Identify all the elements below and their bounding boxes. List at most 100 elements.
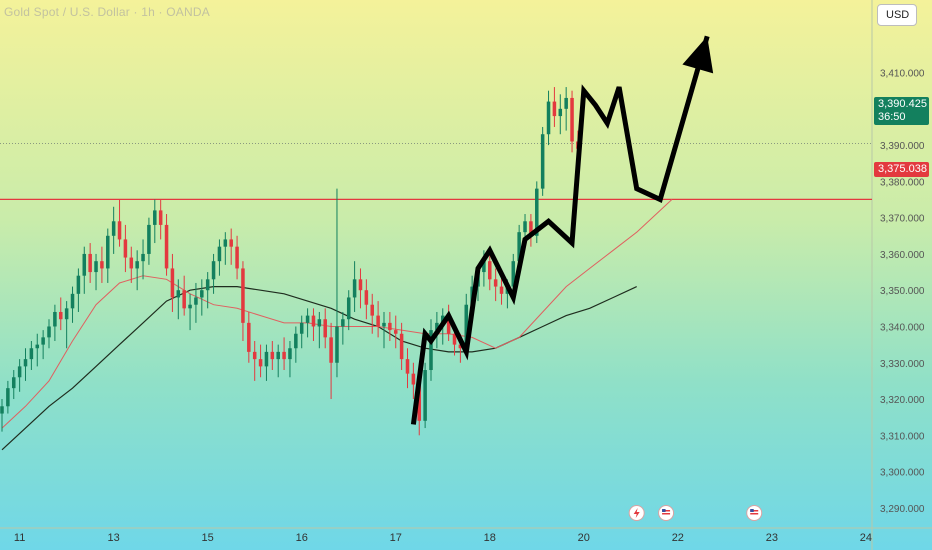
candle-body xyxy=(252,351,257,360)
candle-body xyxy=(247,322,251,352)
y-tick-label: 3,390.000 xyxy=(880,141,925,152)
flash-glyph xyxy=(633,508,640,518)
candle-body xyxy=(435,322,439,331)
candle-body xyxy=(417,384,422,421)
candle-body xyxy=(117,221,122,240)
candle-body xyxy=(88,253,92,273)
projection-path xyxy=(410,35,710,425)
candle-body xyxy=(552,101,557,117)
candle-body xyxy=(352,279,357,298)
candle-body xyxy=(100,261,104,269)
candle-body xyxy=(540,134,545,189)
flag-stripe xyxy=(750,510,759,512)
candle-body xyxy=(288,348,292,360)
candle-body xyxy=(299,322,304,334)
candle-body xyxy=(147,224,151,254)
x-tick-label: 22 xyxy=(672,532,684,544)
candle-body xyxy=(29,348,34,360)
candle-body xyxy=(141,253,145,262)
x-tick-label: 15 xyxy=(202,532,214,544)
candle-body xyxy=(41,337,45,345)
candle-body xyxy=(76,275,81,294)
candle-body xyxy=(53,311,57,327)
candle-body xyxy=(493,279,498,287)
flag-canton xyxy=(662,509,666,512)
y-tick-label: 3,370.000 xyxy=(880,214,925,225)
projection-arrow-head xyxy=(682,36,714,74)
candle-body xyxy=(564,97,568,109)
currency-button[interactable]: USD xyxy=(877,4,917,26)
candle-body xyxy=(11,377,16,389)
candle-body xyxy=(194,297,198,305)
x-tick-label: 13 xyxy=(108,532,120,544)
candle-body xyxy=(200,290,204,298)
candle-body xyxy=(164,224,169,269)
candle-body xyxy=(188,304,192,309)
candle-body xyxy=(170,268,175,298)
candle-body xyxy=(440,315,445,323)
flag-canton xyxy=(750,509,754,512)
candle-body xyxy=(158,210,163,225)
y-tick-label: 3,310.000 xyxy=(880,431,925,442)
candle-body xyxy=(82,253,87,276)
candle-body xyxy=(405,359,410,374)
x-tick-label: 17 xyxy=(390,532,402,544)
candle-body xyxy=(388,322,392,331)
candle-body xyxy=(311,315,316,327)
candle-body xyxy=(329,337,333,363)
candle-body xyxy=(223,239,228,247)
candle-body xyxy=(123,239,128,258)
candle-body xyxy=(59,311,63,320)
candle-body xyxy=(129,257,134,269)
candle-body xyxy=(370,304,374,316)
x-tick-label: 20 xyxy=(578,532,590,544)
current-price-value: 3,390.425 xyxy=(878,98,927,110)
candle-body xyxy=(323,319,327,338)
candle-body xyxy=(335,326,339,363)
flag-stripe xyxy=(750,513,759,515)
candle-body xyxy=(346,297,351,320)
candle-body xyxy=(452,333,457,345)
candle-body xyxy=(264,351,269,367)
x-tick-label: 11 xyxy=(14,532,25,544)
candle-body xyxy=(270,351,275,360)
x-tick-label: 16 xyxy=(296,532,308,544)
candle-body xyxy=(358,279,363,291)
candle-body xyxy=(6,388,10,407)
candle-body xyxy=(305,315,310,323)
candle-body xyxy=(458,344,463,349)
candle-body xyxy=(211,261,216,280)
candle-body xyxy=(517,232,521,262)
candle-body xyxy=(499,286,504,294)
y-tick-label: 3,360.000 xyxy=(880,250,925,261)
symbol-title: Gold Spot / U.S. Dollar · 1h · OANDA xyxy=(4,5,210,19)
candle-body xyxy=(511,261,516,287)
candle-body xyxy=(282,351,286,360)
candle-body xyxy=(241,268,245,323)
candle-body xyxy=(217,246,222,262)
candle-body xyxy=(376,315,380,327)
y-tick-label: 3,340.000 xyxy=(880,322,925,333)
x-tick-label: 23 xyxy=(766,532,778,544)
candle-body xyxy=(558,108,563,117)
candle-body xyxy=(94,261,98,273)
candle-body xyxy=(258,359,263,367)
y-tick-label: 3,330.000 xyxy=(880,359,925,370)
candle-body xyxy=(47,326,51,338)
candle-body xyxy=(446,315,451,334)
candle-body xyxy=(523,221,527,233)
candle-body xyxy=(64,308,69,320)
x-tick-label: 18 xyxy=(484,532,496,544)
candle-body xyxy=(135,261,139,269)
candle-body xyxy=(382,322,386,327)
candle-body xyxy=(17,366,22,378)
y-tick-label: 3,300.000 xyxy=(880,468,925,479)
candle-body xyxy=(488,261,492,280)
candle-body xyxy=(106,235,110,269)
y-tick-label: 3,380.000 xyxy=(880,177,925,188)
ma-slow-line xyxy=(1,286,637,451)
candle-body xyxy=(429,330,433,371)
candle-body xyxy=(0,406,4,414)
y-tick-label: 3,290.000 xyxy=(880,504,925,515)
